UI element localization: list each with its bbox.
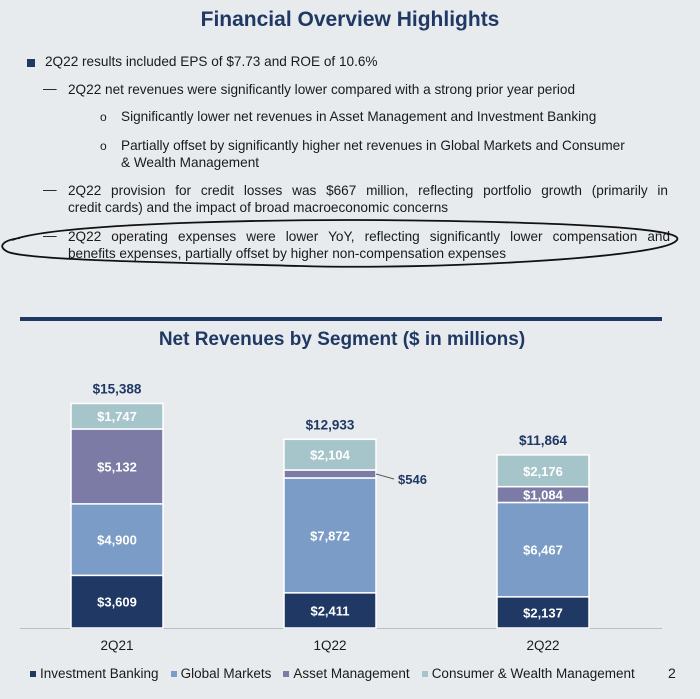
bullet-net-revenues: 2Q22 net revenues were significantly low… xyxy=(68,82,575,97)
legend-label: Consumer & Wealth Management xyxy=(431,666,635,681)
legend-swatch-icon xyxy=(283,670,290,677)
circle-bullet-icon: o xyxy=(100,110,107,124)
bullet-credit-losses-line2: credit cards) and the impact of broad ma… xyxy=(68,200,449,215)
circle-bullet-icon: o xyxy=(100,139,107,153)
legend-label: Global Markets xyxy=(180,666,272,681)
sub-bullet-lower-revenues: Significantly lower net revenues in Asse… xyxy=(121,109,597,124)
legend-swatch-icon xyxy=(170,670,177,677)
bar-segment-asset-management-1q22 xyxy=(283,469,377,479)
x-tick-label: 2Q21 xyxy=(100,638,133,653)
legend-item-investment-banking: Investment Banking xyxy=(30,666,159,681)
data-label: $546 xyxy=(398,472,427,487)
square-bullet-icon xyxy=(27,59,35,67)
bar-segment-consumer-wealth-management-2q21 xyxy=(70,402,164,430)
page-number: 2 xyxy=(668,665,676,681)
legend-label: Asset Management xyxy=(293,666,410,681)
data-label: $3,609 xyxy=(97,595,137,610)
total-label: $15,388 xyxy=(93,381,142,396)
legend-item-consumer-wealth: Consumer & Wealth Management xyxy=(421,666,635,681)
dash-bullet-icon: — xyxy=(43,182,57,197)
sub-bullet-offset-line1: Partially offset by significantly higher… xyxy=(121,138,625,153)
data-label: $1,084 xyxy=(523,488,564,503)
total-label: $12,933 xyxy=(306,417,355,432)
dash-bullet-icon: — xyxy=(43,81,57,96)
legend-swatch-icon xyxy=(30,670,36,677)
bullet-eps-roe: 2Q22 results included EPS of $7.73 and R… xyxy=(45,54,378,69)
data-label: $2,411 xyxy=(310,603,349,618)
label-leader-line xyxy=(375,473,395,480)
total-label: $11,864 xyxy=(519,433,568,448)
x-tick-label: 1Q22 xyxy=(313,638,346,653)
bar-segment-investment-banking-2q22 xyxy=(496,596,590,629)
data-label: $1,747 xyxy=(97,409,137,424)
data-label: $4,900 xyxy=(97,533,137,548)
data-label: $2,137 xyxy=(523,605,563,620)
bullet-credit-losses-line1: 2Q22 provision for credit losses was $66… xyxy=(68,183,668,198)
section-divider xyxy=(20,317,662,321)
data-label: $6,467 xyxy=(523,543,563,558)
bar-segment-consumer-wealth-management-2q22 xyxy=(496,454,590,488)
bar-segment-consumer-wealth-management-1q22 xyxy=(283,438,377,471)
sub-bullet-offset-line2: & Wealth Management xyxy=(121,155,260,170)
chart-legend: Investment Banking Global Markets Asset … xyxy=(30,666,635,681)
bar-segment-investment-banking-1q22 xyxy=(283,592,377,629)
bar-segment-global-markets-1q22 xyxy=(283,477,377,594)
page-title: Financial Overview Highlights xyxy=(200,8,500,31)
legend-label: Investment Banking xyxy=(40,666,159,681)
x-tick-label: 2Q22 xyxy=(526,638,559,653)
data-label: $2,176 xyxy=(523,464,563,479)
data-label: $5,132 xyxy=(97,459,137,474)
bar-segment-global-markets-2q21 xyxy=(70,503,164,577)
chart-title: Net Revenues by Segment ($ in millions) xyxy=(158,329,526,350)
legend-swatch-icon xyxy=(421,670,428,677)
bar-segment-asset-management-2q21 xyxy=(70,428,164,505)
data-label: $7,872 xyxy=(310,528,350,543)
legend-item-asset-management: Asset Management xyxy=(283,666,410,681)
data-label: $2,104 xyxy=(310,448,351,463)
legend-item-global-markets: Global Markets xyxy=(170,666,272,681)
bar-segment-global-markets-2q22 xyxy=(496,501,590,598)
